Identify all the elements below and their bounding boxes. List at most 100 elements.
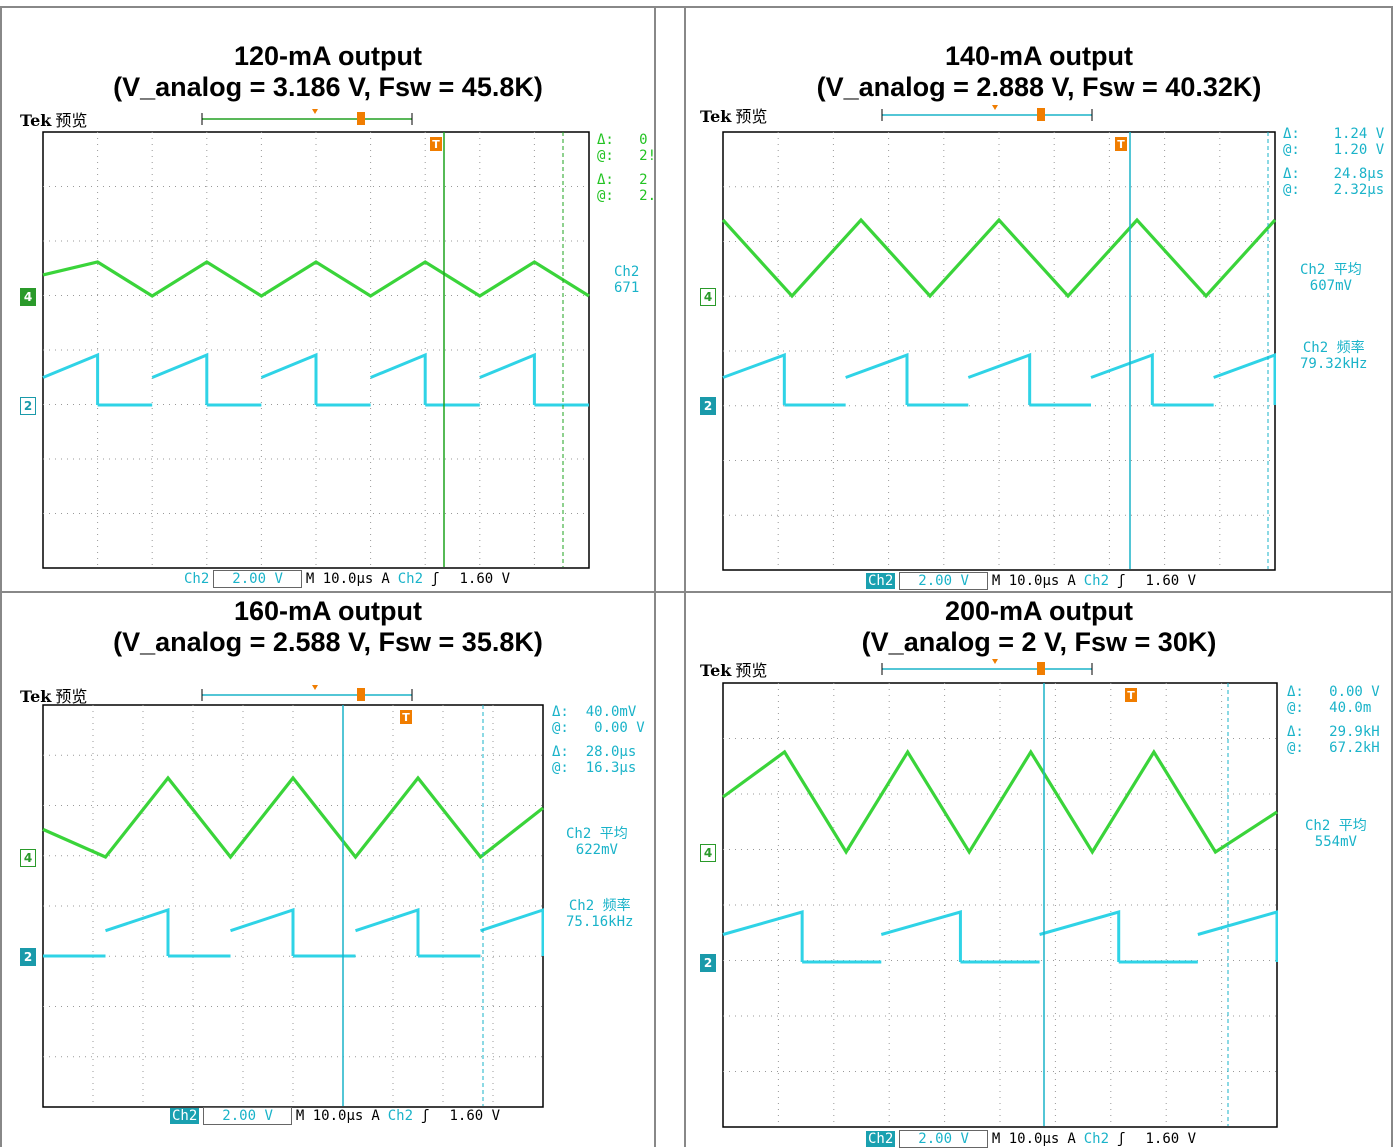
readout-line: @: 1.20 V [1283, 142, 1385, 158]
footer-trigger-slope: ʃ [421, 1108, 430, 1124]
trigger-marker-label: T [1117, 138, 1125, 151]
footer-channel: Ch2 [866, 1131, 896, 1147]
scope-mode: 预览 [55, 111, 88, 130]
trigger-marker-label: T [1127, 689, 1135, 702]
measurement-value: 75.16kHz [566, 914, 634, 930]
measurement-label: Ch2 平均 [566, 826, 628, 842]
panel-1-record-bar [201, 109, 413, 125]
footer-trigger-slope: ʃ [431, 571, 440, 587]
panel-4-record-bar [881, 659, 1093, 675]
footer-timebase: M 10.0µs [991, 573, 1060, 589]
panel-1-graticule: T [42, 131, 590, 569]
channel-4-marker: 4 [700, 288, 716, 306]
readout-line: @: 16.3µs [552, 760, 637, 776]
table-border-right [1391, 6, 1393, 1147]
scope-mode: 预览 [55, 687, 88, 706]
footer-volts-per-div: 2.00 V [899, 1130, 988, 1148]
readout-line: @: 2.32µs [1283, 182, 1385, 198]
channel-2-marker: 2 [700, 954, 716, 972]
readout-line: @: 67.2kH [1287, 740, 1380, 756]
footer-trigger-slope: ʃ [1117, 573, 1126, 589]
channel-2-marker: 2 [700, 397, 716, 415]
scope-brand: Tek [20, 111, 52, 130]
panel-2-scope-header: Tek 预览 [700, 103, 767, 127]
measurement-label: Ch2 频率 [568, 898, 631, 914]
table-border-middle [0, 591, 1393, 593]
readout-line: Δ: 28.0µs [552, 744, 637, 760]
readout-line: @: 2! [597, 148, 657, 164]
triangle-trace [42, 775, 544, 860]
readout-line: Δ: 40.0mV [552, 704, 637, 720]
readout-line: Δ: 0 [597, 132, 648, 148]
panel-1-scope-header: Tek 预览 [20, 107, 87, 131]
footer-trigger-level: 1.60 V [459, 571, 511, 587]
footer-trigger-level: 1.60 V [1145, 573, 1197, 589]
triangle-trace [722, 217, 1276, 299]
readout-line: Δ: 29.9kH [1287, 724, 1380, 740]
measurement-value: 622mV [575, 842, 618, 858]
panel-3-title: 160-mA output (V_analog = 2.588 V, Fsw = … [113, 596, 543, 657]
readout-line: Δ: 1.24 V [1283, 126, 1385, 142]
panel-3-scope-header: Tek 预览 [20, 683, 87, 707]
channel-4-marker: 4 [20, 288, 36, 306]
panel-2-graticule: T [722, 131, 1276, 571]
table-border-center-right [684, 6, 686, 1147]
table-border-center-left [654, 6, 656, 1147]
measurement-value: 671 [614, 280, 640, 296]
footer-channel: Ch2 [184, 571, 210, 587]
measurement-label: Ch2 频率 [1302, 340, 1365, 356]
panel-3-record-bar [201, 685, 413, 701]
footer-trigger-channel: Ch2 [387, 1108, 414, 1124]
measurement-label: Ch2 [614, 264, 640, 280]
measurement-value: 607mV [1309, 278, 1352, 294]
readout-line: Δ: 0.00 V [1287, 684, 1380, 700]
scope-mode: 预览 [735, 661, 768, 680]
channel-4-marker: 4 [700, 844, 716, 862]
panel-3-measurement: Ch2 平均 622mV [566, 826, 628, 858]
footer-timebase: M 10.0µs [991, 1131, 1060, 1147]
triangle-trace [722, 748, 1278, 856]
footer-trigger-channel: Ch2 [397, 571, 424, 587]
panel-4-measurement: Ch2 平均 554mV [1305, 818, 1367, 850]
panel-1-title: 120-mA output (V_analog = 3.186 V, Fsw = … [113, 41, 543, 102]
panel-4-graticule: T [722, 682, 1278, 1128]
channel-4-marker: 4 [20, 849, 36, 867]
table-border-top [0, 6, 1393, 8]
scope-brand: Tek [700, 661, 732, 680]
panel-2-cursor-readouts: Δ: 1.24 V @: 1.20 V Δ: 24.8µs @: 2.32µs [1283, 126, 1384, 198]
pulse-trace [42, 352, 589, 407]
trigger-marker [400, 710, 412, 724]
measurement-label: Ch2 平均 [1300, 262, 1362, 278]
pulse-trace [43, 907, 544, 958]
footer-volts-per-div: 2.00 V [203, 1107, 292, 1125]
readout-line: @: 40.0m [1287, 700, 1372, 716]
footer-timebase: M 10.0µs [295, 1108, 364, 1124]
panel-2-measurement-2: Ch2 频率 79.32kHz [1300, 340, 1367, 372]
panel-3-graticule: T [42, 704, 544, 1108]
panel-1-measurement: Ch2 671 [614, 264, 639, 296]
measurement-value: 79.32kHz [1300, 356, 1368, 372]
panel-4-title: 200-mA output (V_analog = 2 V, Fsw = 30K) [861, 596, 1217, 657]
footer-trigger-channel: Ch2 [1083, 573, 1110, 589]
channel-2-marker: 2 [20, 948, 36, 966]
trigger-marker-label: T [402, 711, 410, 724]
pulse-trace [722, 352, 1276, 407]
readout-line: @: 0.00 V [552, 720, 645, 736]
panel-3-measurement-2: Ch2 频率 75.16kHz [566, 898, 633, 930]
measurement-value: 554mV [1314, 834, 1357, 850]
panel-4-cursor-readouts: Δ: 0.00 V @: 40.0m Δ: 29.9kH @: 67.2kH [1287, 684, 1380, 756]
footer-trigger-mode: A [1067, 573, 1076, 589]
footer-trigger-level: 1.60 V [1145, 1131, 1197, 1147]
footer-trigger-level: 1.60 V [449, 1108, 501, 1124]
panel-2-measurement: Ch2 平均 607mV [1300, 262, 1362, 294]
measurement-label: Ch2 平均 [1305, 818, 1367, 834]
footer-trigger-mode: A [371, 1108, 380, 1124]
panel-3-cursor-readouts: Δ: 40.0mV @: 0.00 V Δ: 28.0µs @: 16.3µs [552, 704, 645, 776]
readout-line: Δ: 2 [597, 172, 648, 188]
trigger-marker [1115, 137, 1127, 151]
readout-line: @: 2. [597, 188, 657, 204]
